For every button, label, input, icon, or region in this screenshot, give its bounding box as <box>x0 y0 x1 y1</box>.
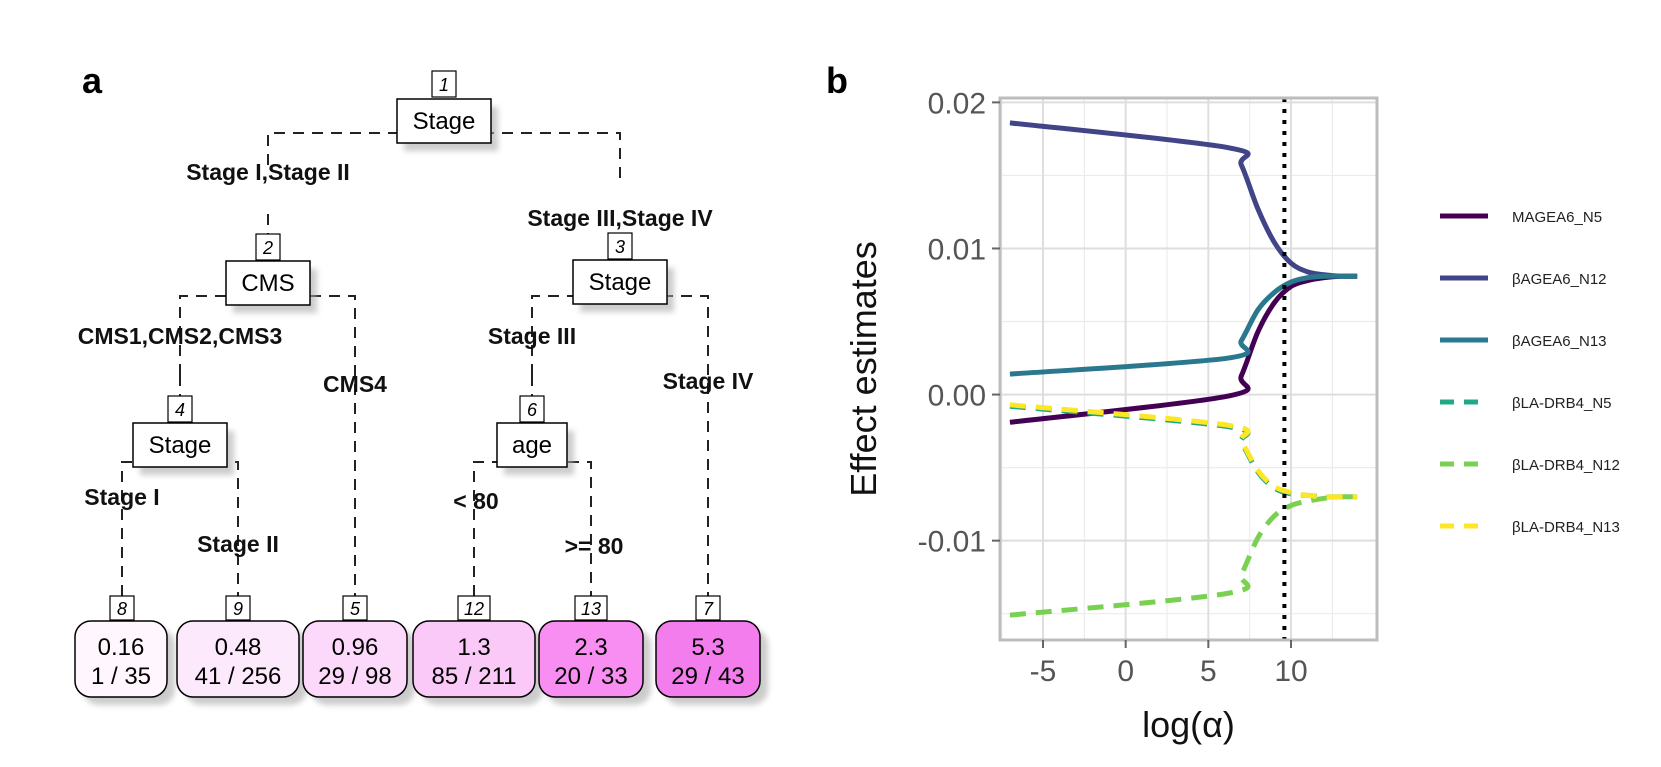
legend-label: βAGEA6_N13 <box>1512 333 1607 350</box>
leaf-count: 29 / 98 <box>318 663 391 690</box>
leaf-value: 1.3 <box>457 634 490 661</box>
tree-node-id: 6 <box>527 400 538 420</box>
edge-label: Stage III,Stage IV <box>527 205 713 231</box>
edge-label: Stage III <box>488 323 576 349</box>
chart-ticks: -5 0 5 10 -0.01 0.00 0.01 0.02 <box>918 87 1308 688</box>
tree-node-id: 4 <box>175 400 185 420</box>
chart-legend: MAGEA6_N5 βAGEA6_N12 βAGEA6_N13 βLA-DRB4_N5… <box>1440 209 1620 536</box>
tree-node-id: 2 <box>262 238 273 258</box>
leaf-id: 12 <box>464 599 484 619</box>
panel-a-label: a <box>82 60 103 101</box>
legend-label: βLA-DRB4_N13 <box>1512 519 1620 536</box>
leaf-box <box>538 620 644 698</box>
edge-label: Stage I <box>84 484 159 510</box>
y-tick-label: 0.02 <box>928 87 986 120</box>
tree-node-label: Stage <box>149 432 212 459</box>
leaf-7: 5.3 29 / 43 7 <box>655 595 768 705</box>
y-axis-label: Effect estimates <box>843 241 884 496</box>
leaf-id: 13 <box>581 599 601 619</box>
series-line-βLA-DRB4_N13 <box>1009 402 1358 500</box>
edge-label: Stage II <box>197 531 279 557</box>
leaf-box <box>655 620 761 698</box>
series-line-βLA-DRB4_N12 <box>1009 494 1358 618</box>
panel-b-label: b <box>826 60 848 101</box>
leaf-id: 9 <box>233 599 243 619</box>
leaf-value: 0.48 <box>215 634 262 661</box>
leaf-13: 2.3 20 / 33 13 <box>538 595 651 705</box>
leaf-value: 0.16 <box>98 634 145 661</box>
edge-label: CMS4 <box>323 371 387 397</box>
edge-label: < 80 <box>453 488 498 514</box>
leaf-12: 1.3 85 / 211 12 <box>412 595 543 705</box>
tree-node-6: age 6 <box>496 395 574 475</box>
leaf-box <box>412 620 536 698</box>
chart-series <box>1009 120 1358 618</box>
leaf-count: 41 / 256 <box>195 663 282 690</box>
chart-grid <box>1000 98 1377 640</box>
leaf-value: 2.3 <box>574 634 607 661</box>
leaf-id: 5 <box>350 599 361 619</box>
leaf-box <box>74 620 168 698</box>
leaf-count: 1 / 35 <box>91 663 151 690</box>
tree-node-2: CMS 2 <box>225 233 317 313</box>
edge-label: >= 80 <box>565 533 624 559</box>
leaf-value: 5.3 <box>691 634 724 661</box>
tree-node-id: 3 <box>615 237 625 257</box>
panel-b-chart: b -5 0 5 10 -0.01 0.00 0.01 0.02 log(α) Effect … <box>826 60 1620 745</box>
tree-node-label: age <box>512 432 552 459</box>
tree-node-4: Stage 4 <box>132 395 234 475</box>
series-line-βAGEA6_N13 <box>1009 273 1358 377</box>
y-tick-label: 0.00 <box>928 380 986 413</box>
tree-edges <box>121 132 709 600</box>
leaf-count: 29 / 43 <box>671 663 744 690</box>
x-axis-label: log(α) <box>1142 704 1235 745</box>
legend-label: βLA-DRB4_N12 <box>1512 457 1620 474</box>
leaf-value: 0.96 <box>332 634 379 661</box>
leaf-id: 7 <box>703 599 714 619</box>
edge-label: CMS1,CMS2,CMS3 <box>78 323 282 349</box>
plot-frame <box>998 96 1379 642</box>
tree-node-label: CMS <box>241 270 294 297</box>
leaf-box <box>176 620 300 698</box>
leaf-8: 0.16 1 / 35 8 <box>74 595 175 705</box>
tree-node-label: Stage <box>589 269 652 296</box>
series-line-MAGEA6_N5 <box>1009 273 1358 425</box>
leaf-9: 0.48 41 / 256 9 <box>176 595 307 705</box>
x-tick-label: 5 <box>1200 655 1217 688</box>
x-tick-label: 10 <box>1274 655 1307 688</box>
leaf-5: 0.96 29 / 98 5 <box>302 595 415 705</box>
panel-a-tree: a Stage 1 CMS 2 <box>74 60 768 705</box>
y-tick-label: -0.01 <box>918 526 986 559</box>
edge-label: Stage IV <box>663 368 754 394</box>
leaf-id: 8 <box>117 599 127 619</box>
x-tick-label: -5 <box>1030 655 1057 688</box>
leaf-count: 85 / 211 <box>432 663 517 690</box>
y-tick-label: 0.01 <box>928 233 986 266</box>
tree-node-id: 1 <box>439 75 449 95</box>
series-line-βLA-DRB4_N5 <box>1009 403 1358 500</box>
leaf-count: 20 / 33 <box>554 663 627 690</box>
legend-label: βLA-DRB4_N5 <box>1512 395 1612 412</box>
legend-label: MAGEA6_N5 <box>1512 209 1602 226</box>
legend-label: βAGEA6_N12 <box>1512 271 1607 288</box>
x-tick-label: 0 <box>1117 655 1134 688</box>
tree-node-1: Stage 1 <box>396 70 498 151</box>
leaf-box <box>302 620 408 698</box>
tree-node-label: Stage <box>413 108 476 135</box>
series-line-βAGEA6_N12 <box>1009 120 1358 279</box>
tree-node-3: Stage 3 <box>572 232 674 312</box>
edge-label: Stage I,Stage II <box>186 159 350 185</box>
